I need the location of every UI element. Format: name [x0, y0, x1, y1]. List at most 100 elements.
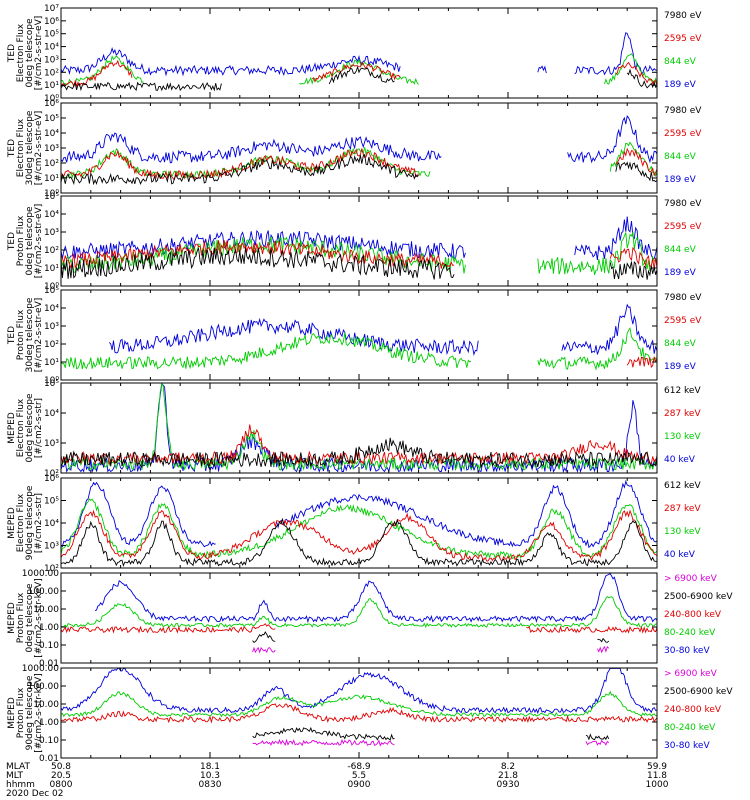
y-axis-label: [#/cm2-s-str-keV] [34, 578, 44, 657]
series-line-4 [60, 216, 658, 261]
x-tick-label: 0800 [50, 780, 73, 790]
panel-frame [60, 102, 658, 194]
y-tick-label: 10¹ [44, 264, 59, 274]
y-tick-label: 0.01 [39, 659, 59, 669]
series-line-3 [60, 703, 658, 724]
y-axis-label: 0deg telescope [25, 206, 35, 276]
x-tick-label: 50.8 [51, 762, 71, 772]
legend-entry: 844 eV [664, 245, 697, 255]
x-tick-label: 8.2 [501, 762, 515, 772]
y-axis-label: Proton Flux [16, 687, 26, 738]
legend-entry: 844 eV [664, 152, 697, 162]
series-line-2 [60, 509, 658, 562]
y-tick-label: 10⁰ [44, 376, 59, 386]
y-tick-label: 10³ [44, 55, 59, 65]
legend-entry: 80-240 keV [664, 723, 716, 733]
series-line-2 [253, 728, 657, 740]
x-tick-label: 11.8 [647, 771, 667, 781]
legend-entry: 2500-6900 keV [664, 592, 733, 602]
x-row-label: hhmm [6, 780, 35, 790]
y-tick-label: 10.00 [33, 700, 59, 710]
legend-entry: 130 keV [664, 432, 701, 442]
y-tick-label: 1000.00 [22, 569, 59, 579]
y-tick-label: 10⁵ [44, 497, 59, 507]
series-line-2 [60, 240, 658, 270]
series-line-5 [60, 667, 658, 715]
y-axis-label: 0deg telescope [25, 18, 35, 88]
series-line-4 [60, 479, 658, 549]
panel-7: 0.01 0.10 1.00 10.00 100.00 1000.00 MEPED Proto… [7, 569, 733, 669]
panel-frame [60, 7, 658, 99]
series-line-3 [60, 498, 658, 560]
y-tick-label: 100.00 [28, 682, 60, 692]
panel-8: 0.01 0.10 1.00 10.00 100.00 1000.00 MEPED Proto… [7, 664, 733, 764]
panel-5: 10² 10³ 10⁴ 10⁵ MEPED Electron Flux 0deg teles… [7, 379, 701, 479]
x-tick-label: 0900 [348, 780, 371, 790]
y-axis-label: Proton Flux [16, 309, 26, 360]
y-tick-label: 0.10 [39, 736, 59, 746]
panel-2: 10⁰ 10¹ 10² 10³ 10⁴ 10⁵ 10⁶ TED Electron Flux 30d… [7, 99, 702, 199]
y-axis-label: 30deg telescope [25, 110, 35, 185]
series-line-1 [60, 517, 658, 568]
panel-frame [60, 289, 658, 381]
y-tick-label: 10⁶ [44, 99, 59, 109]
x-tick-label: 0830 [199, 780, 222, 790]
series-line-1 [60, 437, 658, 469]
series-line-5 [94, 572, 658, 624]
panel-4: 10⁰ 10¹ 10² 10³ 10⁴ 10⁵ TED Proton Flux 30deg te… [7, 286, 702, 386]
y-tick-label: 10¹ [44, 358, 59, 368]
y-tick-label: 10² [44, 469, 59, 479]
series-line-3 [60, 327, 658, 371]
series-line-2 [60, 424, 658, 466]
legend-entry: 2500-6900 keV [664, 687, 733, 697]
y-axis-label: [#/cm2-s-str-eV] [34, 204, 44, 279]
series-line-2 [60, 147, 658, 181]
y-tick-label: 10² [44, 340, 59, 350]
y-axis-label: Electron Flux [16, 23, 26, 82]
legend-entry: 7980 eV [664, 106, 702, 116]
series-line-4 [60, 690, 658, 718]
legend-entry: 2595 eV [664, 34, 702, 44]
y-axis-label: MEPED [7, 602, 17, 634]
y-tick-label: 10⁶ [44, 474, 59, 484]
y-tick-label: 10² [44, 564, 59, 574]
y-axis-label: 0deg telescope [25, 393, 35, 463]
y-tick-label: 10⁰ [44, 282, 59, 292]
legend-entry: 287 keV [664, 504, 701, 514]
y-tick-label: 10² [44, 159, 59, 169]
series-line-4 [60, 115, 658, 164]
y-axis-label: MEPED [7, 507, 17, 539]
x-tick-label: 20.5 [51, 771, 71, 781]
y-tick-label: 10² [44, 246, 59, 256]
legend-entry: 130 keV [664, 527, 701, 537]
series-line-1 [253, 647, 657, 652]
y-tick-label: 10⁴ [44, 210, 59, 220]
legend-entry: 2595 eV [664, 222, 702, 232]
y-tick-label: 100.00 [28, 587, 60, 597]
series-line-3 [60, 53, 658, 86]
x-tick-label: 10.3 [200, 771, 220, 781]
y-axis-label: Electron Flux [16, 118, 26, 177]
y-tick-label: 10⁴ [44, 519, 59, 529]
y-axis-label: TED [7, 326, 17, 345]
y-tick-label: 10⁴ [44, 43, 59, 53]
x-tick-label: -68.9 [347, 762, 371, 772]
x-row-label: MLAT [6, 762, 30, 772]
y-axis-label: TED [7, 44, 17, 63]
legend-entry: 7980 eV [664, 293, 702, 303]
series-line-1 [60, 247, 658, 280]
x-tick-label: 0930 [497, 780, 520, 790]
series-line-1 [60, 65, 658, 92]
legend-entry: 30-80 keV [664, 741, 710, 751]
y-axis-label: MEPED [7, 697, 17, 729]
series-line-4 [60, 32, 658, 77]
x-row-label: MLT [6, 771, 24, 781]
series-line-4 [60, 595, 658, 629]
x-tick-label: 59.9 [647, 762, 667, 772]
legend-entry: 189 eV [664, 80, 697, 90]
y-tick-label: 10³ [44, 322, 59, 332]
y-tick-label: 10⁵ [44, 286, 59, 296]
series-line-3 [60, 382, 658, 472]
